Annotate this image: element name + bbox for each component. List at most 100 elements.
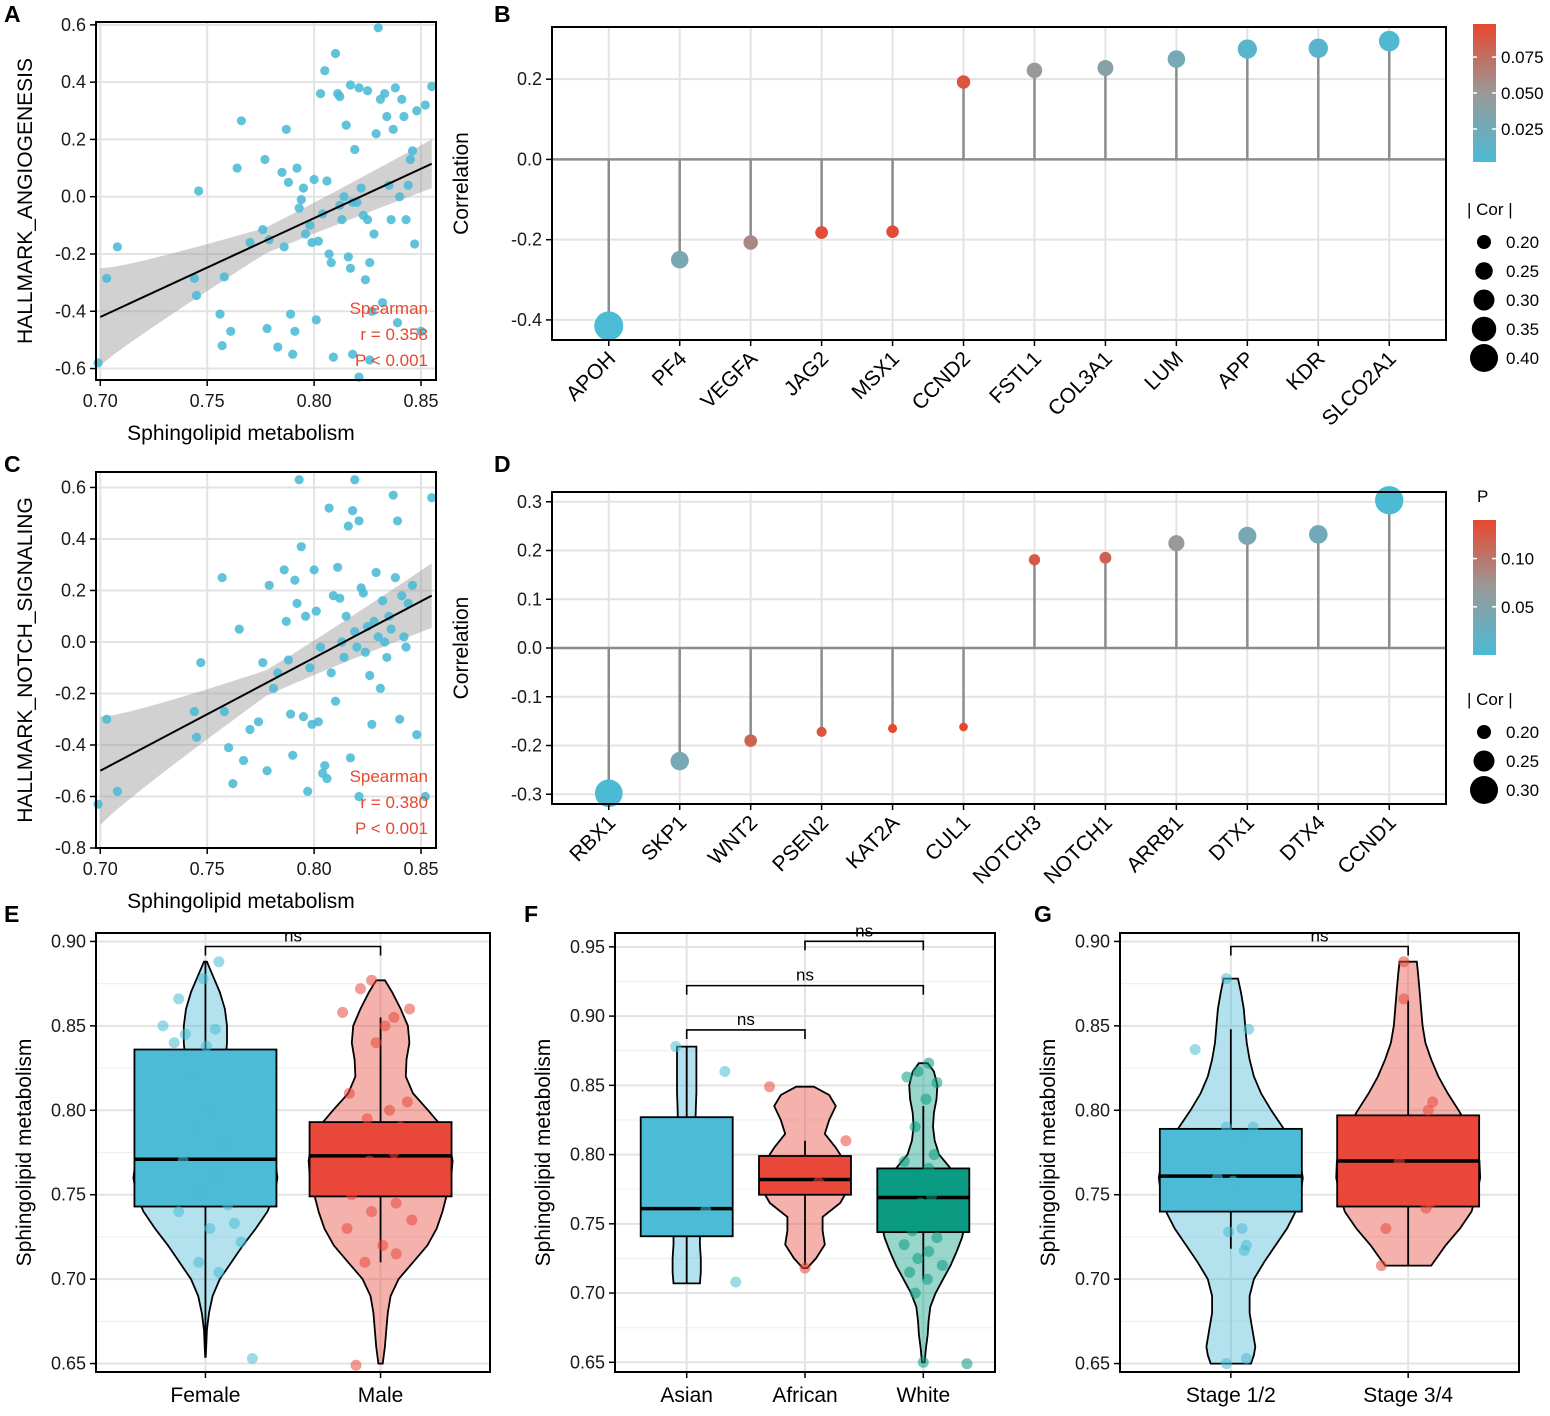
- scatter-point: [292, 598, 302, 608]
- spearman-annotation: r = 0.380: [360, 793, 428, 812]
- panel-letter-g: G: [1034, 901, 1052, 927]
- scatter-point: [102, 273, 112, 283]
- jitter-point: [1398, 993, 1410, 1005]
- spearman-annotation: Spearman: [350, 299, 428, 318]
- comparison-bracket: [685, 1029, 806, 1039]
- jitter-point: [931, 1204, 943, 1216]
- y-axis-title: Sphingolipid metabolism: [532, 1039, 555, 1267]
- size-legend-dot: [1470, 344, 1498, 372]
- y-tick-label: 0.1: [517, 589, 542, 609]
- jitter-point: [399, 1163, 411, 1175]
- lollipop-chart-angiogenesis-genes: -0.4 -0.2 0.0 0.2 APOH PF4 VEGFA JAG2 MSX1 CCND2 F…: [450, 24, 1544, 430]
- scatter-point: [403, 598, 413, 608]
- jitter-point: [920, 1218, 932, 1230]
- violin-plot-race: Asian African White ns ns ns 0.65 0.70 0.75 0.80 0…: [532, 921, 996, 1407]
- jitter-point: [1238, 1244, 1250, 1256]
- lollipop-dot: [594, 779, 623, 808]
- panel-letter-c: C: [4, 451, 21, 477]
- gene-label: JAG2: [780, 347, 833, 400]
- scatter-point: [294, 475, 304, 485]
- lollipop-dot: [1378, 30, 1400, 52]
- y-tick-label: 0.65: [1075, 1354, 1110, 1374]
- x-tick-label: 0.75: [190, 859, 225, 879]
- y-tick-label: 0.2: [61, 580, 86, 600]
- comparison-bracket: [204, 945, 382, 956]
- scatter-point: [320, 760, 330, 771]
- jitter-point: [177, 1155, 189, 1167]
- scatter-point: [311, 606, 321, 616]
- scatter-point: [326, 257, 336, 268]
- scatter-point: [288, 750, 298, 760]
- scatter-point: [326, 668, 336, 678]
- scatter-point: [390, 83, 400, 93]
- y-tick-label: 0.0: [517, 638, 542, 658]
- jitter-point: [366, 1206, 378, 1218]
- plot-border: [1119, 932, 1520, 1373]
- y-tick-label: -0.6: [55, 359, 86, 379]
- x-tick-label: 0.85: [404, 391, 439, 411]
- y-tick-label: -0.4: [55, 735, 86, 755]
- jitter-point: [909, 1287, 921, 1299]
- panel-letter-b: B: [494, 1, 511, 27]
- jitter-point: [912, 1065, 924, 1077]
- scatter-point: [348, 506, 358, 516]
- scatter-point: [322, 773, 332, 784]
- jitter-point: [350, 1130, 362, 1142]
- scatter-point: [427, 81, 437, 92]
- scatter-point: [305, 663, 315, 673]
- y-tick-label: 0.70: [51, 1269, 86, 1289]
- jitter-point: [337, 1006, 349, 1018]
- y-axis-title: HALLMARK_NOTCH_SIGNALING: [14, 497, 37, 823]
- jitter-point: [923, 1057, 935, 1069]
- size-legend-label: 0.25: [1506, 752, 1539, 771]
- scatter-point: [309, 565, 319, 575]
- gene-label: PSEN2: [768, 811, 833, 876]
- jitter-point: [211, 1172, 223, 1184]
- scatter-point: [345, 263, 356, 273]
- scatter-point: [373, 23, 383, 33]
- lollipop-dot: [594, 311, 624, 341]
- scatter-point: [191, 290, 202, 301]
- panel-letter-a: A: [4, 1, 21, 27]
- jitter-point: [1227, 1175, 1239, 1187]
- scatter-point: [388, 490, 398, 500]
- scatter-point: [339, 652, 349, 663]
- scatter-point: [273, 342, 283, 352]
- jitter-point: [901, 1211, 913, 1223]
- jitter-point: [730, 1276, 742, 1288]
- size-legend-label: 0.20: [1506, 233, 1539, 252]
- size-legend-dot: [1473, 750, 1495, 772]
- lollipop-dot: [816, 726, 827, 737]
- size-legend-label: 0.30: [1506, 291, 1539, 310]
- scatter-point: [285, 709, 296, 719]
- y-tick-label: -0.2: [511, 230, 542, 250]
- scatter-point: [407, 146, 418, 156]
- scatter-point: [232, 163, 242, 173]
- jitter-point: [195, 1185, 207, 1197]
- lollipop-dot: [1099, 551, 1112, 564]
- gene-label: VEGFA: [696, 347, 762, 413]
- jitter-point: [204, 1104, 216, 1116]
- jitter-point: [1393, 1155, 1405, 1167]
- panel-letter-f: F: [524, 901, 538, 927]
- spearman-annotation: Spearman: [350, 767, 428, 786]
- jitter-point: [909, 1121, 921, 1133]
- gene-label: APOH: [562, 347, 620, 405]
- scatter-point: [410, 239, 420, 249]
- y-tick-label: 0.2: [517, 69, 542, 89]
- box-iqr: [1158, 1127, 1303, 1213]
- gene-label: KDR: [1282, 347, 1330, 395]
- lollipop-dot: [1308, 525, 1328, 544]
- jitter-point: [354, 983, 366, 995]
- lollipop-dot: [1308, 38, 1328, 58]
- lollipop-dot: [959, 722, 968, 732]
- lollipop-dot: [1237, 39, 1257, 59]
- panel-f: F Asian African White ns ns ns 0.65 0.70 0.75 0.8…: [524, 901, 996, 1407]
- scatter-point: [285, 309, 296, 319]
- y-tick-label: 0.95: [570, 937, 605, 957]
- scatter-point: [382, 652, 392, 663]
- scatter-point: [313, 717, 323, 727]
- scatter-point: [365, 355, 375, 365]
- scatter-point: [294, 203, 304, 213]
- scatter-point: [395, 714, 405, 724]
